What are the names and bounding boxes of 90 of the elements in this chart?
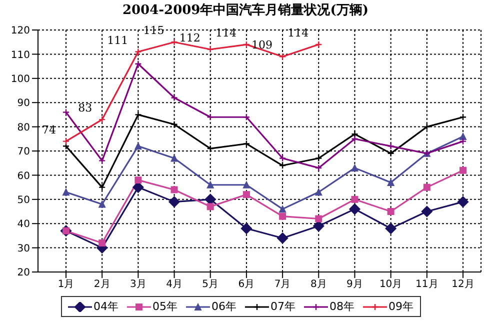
point — [423, 123, 431, 130]
point — [170, 186, 178, 194]
y-tick-label: 70 — [17, 146, 30, 158]
point — [242, 181, 250, 188]
x-tick-label: 8月 — [310, 279, 327, 290]
data-label: 74 — [42, 123, 56, 136]
data-label: 109 — [252, 38, 273, 52]
x-tick-label: 7月 — [274, 279, 291, 290]
x-tick-label: 6月 — [238, 279, 255, 290]
data-label: 112 — [179, 31, 200, 44]
point — [315, 215, 322, 222]
point — [423, 184, 430, 191]
point — [387, 178, 394, 186]
x-tick-label: 1月 — [58, 279, 74, 290]
point — [351, 196, 358, 203]
legend-label: 06年 — [212, 299, 236, 314]
point — [242, 191, 250, 198]
point — [242, 40, 250, 48]
legend-label: 08年 — [330, 299, 354, 314]
point — [98, 157, 106, 164]
x-tick-label: 2月 — [94, 279, 110, 290]
point — [457, 196, 469, 208]
y-tick-label: 40 — [17, 219, 30, 230]
point — [387, 142, 394, 150]
point — [170, 120, 178, 128]
point — [351, 135, 358, 142]
y-tick-label: 90 — [17, 98, 30, 110]
x-tick-label: 5月 — [202, 279, 219, 290]
point — [315, 154, 322, 162]
point — [242, 114, 250, 121]
point — [62, 188, 70, 196]
point — [385, 222, 396, 234]
point — [134, 60, 142, 68]
y-tick-label: 30 — [17, 243, 30, 254]
legend-label: 07年 — [270, 299, 296, 314]
point — [315, 188, 322, 196]
y-tick-label: 60 — [17, 170, 30, 182]
point — [242, 140, 250, 148]
point — [351, 130, 358, 138]
point — [206, 114, 214, 121]
legend-label: 05年 — [152, 299, 178, 314]
y-tick-label: 50 — [17, 194, 30, 206]
y-tick-label: 20 — [17, 268, 30, 279]
point — [98, 200, 106, 208]
point — [134, 142, 142, 150]
legend-label: 04年 — [94, 299, 118, 314]
point — [134, 111, 142, 118]
point — [387, 150, 394, 158]
x-tick-label: 4月 — [166, 279, 182, 290]
point — [278, 53, 286, 60]
point — [279, 206, 286, 213]
y-tick-label: 110 — [10, 50, 30, 61]
x-tick-label: 12月 — [452, 279, 474, 290]
x-tick-label: 9月 — [346, 279, 363, 290]
point — [315, 164, 322, 172]
point — [170, 154, 178, 162]
data-label: 83 — [78, 102, 92, 115]
point — [387, 208, 394, 215]
point — [351, 164, 358, 172]
point — [98, 239, 106, 246]
point — [278, 162, 286, 170]
point — [98, 184, 106, 191]
point — [98, 116, 106, 124]
legend-label: 09年 — [388, 299, 414, 314]
point — [278, 154, 286, 162]
point — [206, 181, 214, 188]
x-tick-label: 11月 — [416, 279, 438, 290]
point — [276, 232, 288, 244]
x-tick-label: 3月 — [130, 279, 146, 290]
point — [168, 196, 180, 208]
point — [204, 194, 216, 205]
point — [134, 176, 142, 184]
point — [421, 206, 433, 218]
point — [240, 222, 252, 234]
point — [170, 94, 178, 102]
y-tick-label: 80 — [17, 122, 30, 134]
point — [460, 132, 466, 140]
point — [349, 203, 360, 215]
point — [206, 46, 214, 53]
point — [206, 203, 214, 210]
point — [279, 212, 286, 220]
point — [206, 144, 214, 152]
x-tick-label: 10月 — [379, 279, 402, 290]
point — [170, 38, 178, 46]
point — [460, 166, 466, 174]
chart-title: 2004-2009年中国汽车月销量状况(万辆) — [121, 2, 370, 20]
y-tick-label: 100 — [10, 74, 30, 85]
y-tick-label: 120 — [10, 26, 30, 37]
data-label: 111 — [107, 34, 128, 47]
point — [134, 48, 142, 56]
